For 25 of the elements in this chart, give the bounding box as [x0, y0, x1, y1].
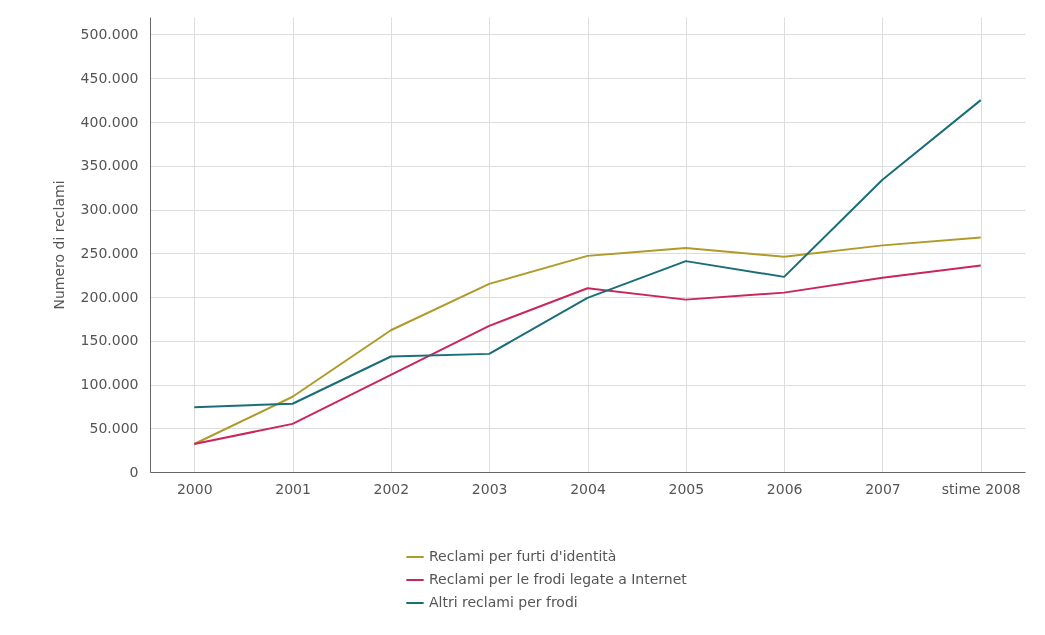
x-tick-label: 2007 — [865, 480, 901, 497]
legend-label: Reclami per le frodi legate a Internet — [429, 571, 688, 587]
y-tick-label: 50.000 — [89, 419, 139, 436]
x-tick-label: 2002 — [373, 480, 410, 497]
y-tick-label: 300.000 — [80, 201, 139, 217]
line-series — [193, 99, 982, 409]
x-tick-label: 2000 — [176, 480, 213, 497]
x-tick-label: 2005 — [668, 480, 705, 497]
y-axis-title: Numero di reclami — [50, 180, 67, 310]
x-tick-label: 2001 — [275, 480, 311, 497]
y-tick-label: 150.000 — [80, 332, 139, 349]
x-tick-label: stime 2008 — [941, 480, 1021, 497]
y-tick-label: 0 — [129, 463, 139, 480]
y-tick-label: 250.000 — [80, 244, 139, 261]
y-tick-label: 350.000 — [80, 157, 139, 174]
x-tick-label: 2003 — [471, 480, 508, 497]
y-tick-label: 450.000 — [80, 69, 139, 86]
y-tick-label: 100.000 — [80, 376, 139, 392]
legend-label: Altri reclami per frodi — [429, 594, 578, 610]
x-tick-label: 2004 — [570, 480, 606, 497]
y-tick-label: 200.000 — [80, 288, 139, 305]
y-tick-label: 500.000 — [80, 26, 139, 42]
legend-label: Reclami per furti d'identità — [429, 548, 617, 564]
y-tick-label: 400.000 — [80, 113, 139, 130]
x-tick-label: 2006 — [766, 480, 803, 497]
